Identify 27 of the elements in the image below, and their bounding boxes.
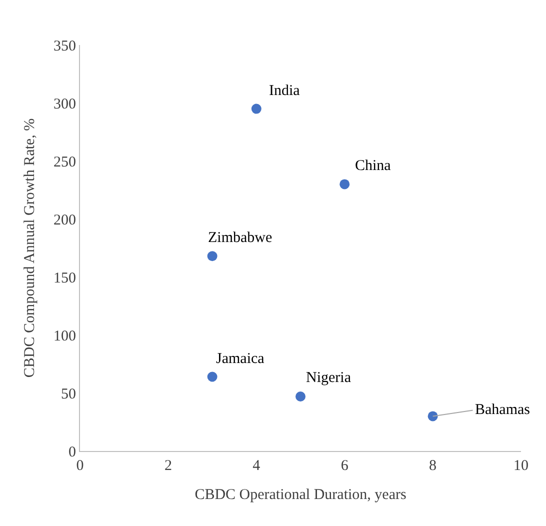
annotation: Zimbabwe: [208, 230, 272, 246]
y-tick-label: 350: [54, 38, 76, 54]
y-tick-label: 250: [54, 154, 76, 170]
point: [296, 391, 306, 402]
y-tick-label: 0: [68, 444, 76, 460]
y-tick-label: 100: [54, 328, 76, 344]
y-tick-label: 50: [61, 386, 76, 402]
point: [207, 251, 218, 262]
y-tick-label: 150: [54, 270, 76, 286]
x-tick-label: 10: [514, 458, 528, 474]
x-tick-label: 6: [340, 458, 349, 474]
x-axis-title: CBDC Operational Duration, years: [194, 487, 406, 503]
y-tick-label: 200: [54, 212, 76, 228]
annotation: Jamaica: [216, 351, 265, 367]
point: [251, 104, 262, 114]
x-tick-label: 4: [252, 458, 261, 474]
point: [207, 372, 218, 382]
y-tick-label: 300: [54, 96, 76, 112]
point: [428, 411, 438, 422]
x-tick-label: 2: [164, 458, 172, 474]
annotation: China: [355, 158, 392, 174]
point: [340, 179, 350, 190]
x-tick-label: 8: [429, 458, 437, 474]
annotation: Bahamas: [475, 402, 530, 418]
annotation: India: [269, 83, 300, 99]
annotation: Nigeria: [306, 370, 352, 386]
y-axis-title: CBDC Compound Annual Growth Rate, %: [22, 118, 38, 378]
